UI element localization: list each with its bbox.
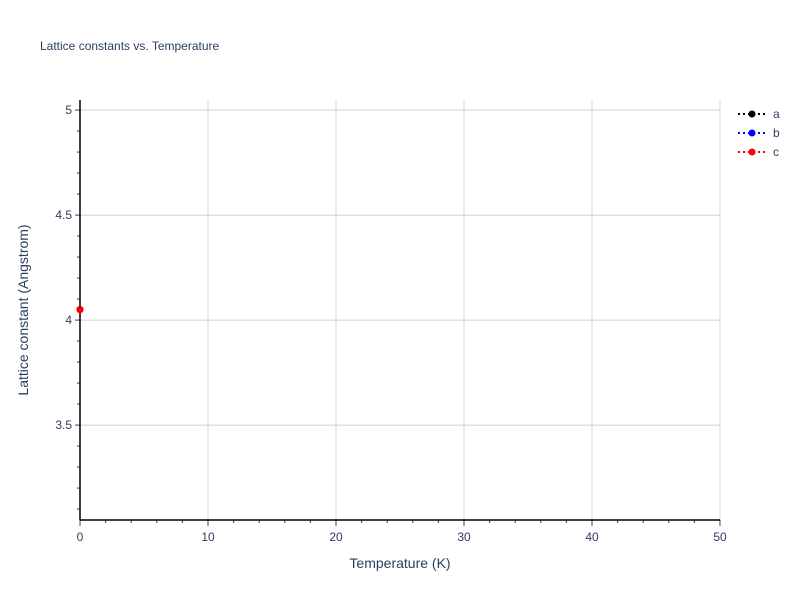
y-tick-label: 4.5	[55, 208, 72, 222]
legend-label: b	[773, 126, 780, 140]
x-tick-label: 0	[77, 530, 84, 544]
x-tick-label: 40	[585, 530, 599, 544]
legend-marker-icon	[748, 148, 756, 156]
legend-label: c	[773, 145, 779, 159]
x-tick-label: 10	[201, 530, 215, 544]
y-tick-label: 3.5	[55, 418, 72, 432]
legend-item-a[interactable]: a	[738, 107, 780, 121]
legend-marker-icon	[748, 110, 756, 118]
y-tick-label: 4	[65, 313, 72, 327]
legend-marker-icon	[748, 129, 756, 137]
y-axis-label: Lattice constant (Angstrom)	[15, 224, 31, 395]
gridlines	[80, 100, 721, 520]
x-tick-label: 30	[457, 530, 471, 544]
data-point-c	[76, 306, 84, 314]
x-tick-label: 20	[329, 530, 343, 544]
axes: 0 10 20 30 40 50 3.5 4 4.5 5	[55, 100, 727, 544]
legend-label: a	[773, 107, 780, 121]
chart-title: Lattice constants vs. Temperature	[40, 39, 220, 53]
legend-item-c[interactable]: c	[738, 145, 779, 159]
legend[interactable]: abc	[738, 107, 780, 159]
x-tick-label: 50	[713, 530, 727, 544]
y-tick-label: 5	[65, 103, 72, 117]
legend-item-b[interactable]: b	[738, 126, 780, 140]
x-axis-label: Temperature (K)	[349, 555, 450, 571]
data-marks	[76, 306, 84, 314]
